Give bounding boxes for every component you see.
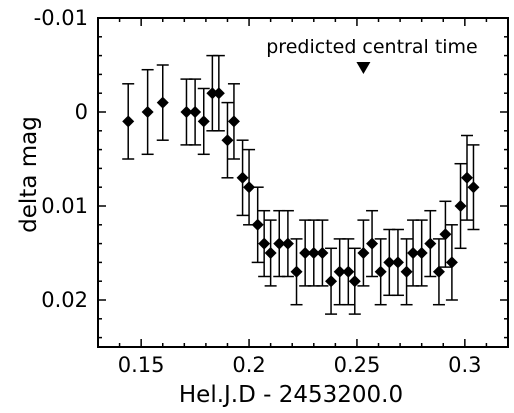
data-point: [212, 54, 225, 132]
data-point: [366, 209, 379, 278]
y-tick-label: 0.01: [41, 194, 88, 218]
diamond-marker: [227, 115, 240, 128]
diamond-marker: [141, 106, 154, 118]
x-axis-title: Hel.J.D - 2453200.0: [179, 382, 403, 408]
diamond-marker: [206, 87, 219, 100]
data-point: [424, 209, 437, 278]
data-point: [348, 247, 361, 315]
diamond-marker: [316, 247, 329, 259]
data-point: [374, 238, 387, 306]
data-point: [122, 83, 135, 160]
diamond-marker: [251, 218, 264, 231]
data-point: [180, 78, 193, 146]
data-point: [206, 54, 219, 132]
diamond-marker: [290, 265, 303, 278]
data-point: [273, 209, 286, 278]
data-point: [197, 87, 210, 156]
data-point: [467, 144, 480, 231]
plot-frame: [97, 17, 509, 348]
diamond-marker: [221, 134, 234, 147]
data-point: [383, 228, 396, 297]
diamond-marker: [299, 247, 312, 259]
data-point: [325, 247, 338, 315]
diamond-marker: [236, 171, 249, 184]
y-axis-title: delta mag: [16, 116, 42, 233]
diamond-marker: [439, 228, 452, 241]
data-point: [415, 219, 428, 287]
diamond-marker: [366, 237, 379, 250]
diamond-marker: [445, 256, 458, 269]
diamond-marker: [273, 237, 286, 250]
diamond-marker: [348, 275, 361, 288]
y-tick-label: -0.01: [34, 6, 88, 30]
data-point: [221, 101, 234, 179]
data-point: [243, 148, 256, 226]
diamond-marker: [357, 247, 370, 259]
data-point: [391, 228, 404, 297]
diamond-marker: [407, 247, 420, 259]
data-point: [342, 238, 355, 306]
diamond-marker: [264, 247, 277, 259]
down-triangle-icon: [356, 62, 371, 74]
data-point: [439, 200, 452, 268]
diamond-marker: [342, 265, 355, 278]
data-point: [227, 83, 240, 160]
data-point: [258, 209, 271, 278]
data-point: [445, 224, 458, 301]
diamond-marker: [212, 87, 225, 100]
diamond-marker: [374, 265, 387, 278]
diamond-marker: [189, 106, 202, 118]
y-tick-label: 0: [75, 100, 88, 124]
diamond-marker: [180, 106, 193, 118]
diamond-marker: [383, 256, 396, 269]
data-point: [251, 186, 264, 264]
diamond-marker: [400, 265, 413, 278]
x-tick-label: 0.2: [232, 353, 265, 377]
diamond-marker: [197, 115, 210, 128]
data-point: [281, 209, 294, 278]
diamond-marker: [122, 115, 135, 128]
diamond-marker: [307, 247, 320, 259]
diamond-marker: [243, 181, 256, 194]
data-point: [189, 78, 202, 146]
data-point: [290, 238, 303, 306]
data-point: [461, 134, 473, 221]
data-point: [357, 219, 370, 287]
x-tick-label: 0.15: [118, 353, 165, 377]
data-point: [156, 64, 169, 141]
diamond-marker: [415, 247, 428, 259]
annotation-label: predicted central time: [266, 36, 478, 58]
data-point: [236, 139, 249, 217]
diamond-marker: [281, 237, 294, 250]
diamond-marker: [258, 237, 271, 250]
x-tick-label: 0.3: [448, 353, 481, 377]
axes: 0.15 0.2 0.25 0.3 -0.01 0 0.01 0.02: [34, 6, 509, 377]
data-marks: [122, 54, 480, 315]
diamond-marker: [333, 265, 346, 278]
data-point: [432, 238, 445, 306]
data-point: [264, 219, 277, 287]
data-point: [454, 162, 467, 250]
diamond-marker: [467, 181, 480, 194]
annotation: predicted central time: [266, 36, 478, 74]
diamond-marker: [325, 275, 338, 288]
diamond-marker: [424, 237, 437, 250]
y-tick-label: 0.02: [41, 288, 88, 312]
diamond-marker: [461, 171, 473, 184]
x-tick-label: 0.25: [334, 353, 381, 377]
diamond-marker: [391, 256, 404, 269]
data-point: [141, 68, 154, 156]
diamond-marker: [432, 265, 445, 278]
data-point: [316, 219, 329, 287]
diamond-marker: [454, 200, 467, 212]
data-point: [400, 238, 413, 306]
diamond-marker: [156, 96, 169, 109]
